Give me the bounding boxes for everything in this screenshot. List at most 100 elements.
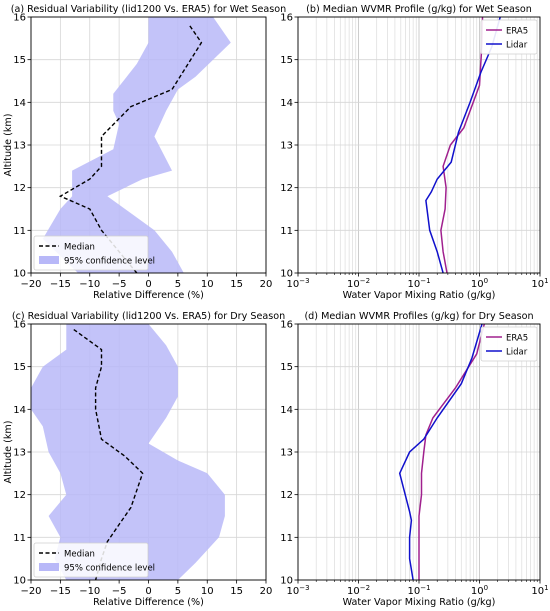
chart-title: (a) Residual Variability (lid1200 Vs. ER… <box>11 4 287 15</box>
x-tick-label: 10−2 <box>347 277 370 290</box>
x-tick-label-base: 10 <box>531 586 544 597</box>
y-tick-label: 12 <box>13 490 26 501</box>
panel-c: −20 −15 −10 −5 0 5 10 15 20 10 11 12 13 14 15 16(c) Res… <box>3 311 285 608</box>
legend-label: ERA5 <box>506 334 528 344</box>
x-tick-label: 20 <box>260 279 273 290</box>
y-tick-label: 12 <box>280 490 293 501</box>
legend: ERA5 Lidar <box>480 19 538 55</box>
x-tick-label-exponent: 1 <box>544 584 548 592</box>
y-tick-label: 14 <box>280 405 293 416</box>
x-tick-label: 10−3 <box>286 584 309 597</box>
x-tick-label-base: 10 <box>286 586 299 597</box>
legend-label: Lidar <box>506 348 528 358</box>
y-tick-label: 11 <box>280 533 293 544</box>
y-tick-label: 16 <box>280 320 293 331</box>
x-axis-label: Water Vapor Mixing Ratio (g/kg) <box>343 597 496 608</box>
legend: Median 95% confidence level <box>33 235 155 271</box>
x-tick-label: 10−1 <box>407 584 430 597</box>
chart-title: (b) Median WVMR Profile (g/kg) for Wet S… <box>306 4 532 15</box>
x-tick-label: −10 <box>79 279 100 290</box>
plot-area <box>31 324 225 580</box>
x-tick-label: 10−2 <box>347 584 370 597</box>
median-line <box>58 25 203 273</box>
legend-label: Median <box>64 550 95 560</box>
y-tick-label: 14 <box>13 98 26 109</box>
x-tick-label-exponent: −3 <box>299 277 309 285</box>
legend-box <box>33 235 149 271</box>
legend-swatch-band <box>39 256 59 264</box>
x-tick-label: 100 <box>471 584 488 597</box>
series-line-era5 <box>440 17 484 273</box>
y-tick-label: 16 <box>13 13 26 24</box>
y-tick-label: 15 <box>13 362 26 373</box>
y-tick-label: 15 <box>280 55 293 66</box>
x-tick-label: −5 <box>112 586 127 597</box>
x-tick-label: 10 <box>201 586 214 597</box>
legend-label: 95% confidence level <box>64 564 155 574</box>
y-tick-label: 15 <box>280 362 293 373</box>
x-tick-label: −20 <box>20 279 41 290</box>
x-tick-label: 15 <box>230 586 243 597</box>
y-tick-label: 13 <box>280 141 293 152</box>
x-tick-label: 10−1 <box>407 277 430 290</box>
x-tick-label-exponent: −1 <box>420 277 430 285</box>
legend-label: Median <box>64 243 95 253</box>
y-tick-label: 16 <box>280 13 293 24</box>
x-tick-label: 0 <box>145 586 151 597</box>
x-tick-label-base: 10 <box>471 586 484 597</box>
x-axis-label: Relative Difference (%) <box>93 597 204 608</box>
y-axis-label: Altitude (km) <box>3 114 14 177</box>
x-tick-label-base: 10 <box>347 586 360 597</box>
series-line-lidar <box>398 324 483 580</box>
y-tick-label: 10 <box>13 269 26 280</box>
x-tick-label-exponent: 0 <box>484 584 488 592</box>
x-tick-label-base: 10 <box>407 586 420 597</box>
x-axis-label: Relative Difference (%) <box>93 290 204 301</box>
x-tick-label: 15 <box>230 279 243 290</box>
y-tick-label: 14 <box>280 98 293 109</box>
y-tick-label: 13 <box>13 141 26 152</box>
y-tick-label: 16 <box>13 320 26 331</box>
y-tick-label: 13 <box>280 448 293 459</box>
median-line <box>71 327 144 580</box>
legend: Median 95% confidence level <box>33 542 155 578</box>
legend-label: ERA5 <box>506 27 528 37</box>
x-tick-label-exponent: −2 <box>360 277 370 285</box>
x-tick-label: 5 <box>175 586 181 597</box>
x-tick-label-exponent: 1 <box>544 277 548 285</box>
x-tick-label: 101 <box>531 584 548 597</box>
x-tick-label-base: 10 <box>531 279 544 290</box>
y-tick-label: 11 <box>13 226 26 237</box>
x-tick-label: 101 <box>531 277 548 290</box>
chart-title: (d) Median WVMR Profiles (g/kg) for Dry … <box>304 311 533 322</box>
series-line-era5 <box>418 324 486 580</box>
x-tick-label: 10−3 <box>286 277 309 290</box>
legend: ERA5 Lidar <box>480 326 538 362</box>
plot-area <box>425 17 501 273</box>
grid <box>297 16 540 274</box>
y-tick-label: 12 <box>280 183 293 194</box>
x-tick-label: 0 <box>145 279 151 290</box>
plot-area <box>42 17 231 273</box>
legend-label: Lidar <box>506 41 528 51</box>
x-tick-label-base: 10 <box>347 279 360 290</box>
y-tick-label: 12 <box>13 183 26 194</box>
y-tick-label: 10 <box>13 576 26 587</box>
x-tick-label: −5 <box>112 279 127 290</box>
y-tick-label: 10 <box>280 269 293 280</box>
y-tick-label: 15 <box>13 55 26 66</box>
legend-label: 95% confidence level <box>64 257 155 267</box>
chart-title: (c) Residual Variability (lid1200 Vs. ER… <box>12 311 285 322</box>
x-tick-label-exponent: −3 <box>299 584 309 592</box>
x-tick-label-base: 10 <box>471 279 484 290</box>
legend-box <box>33 542 149 578</box>
legend-box <box>480 19 538 55</box>
confidence-band <box>31 324 225 580</box>
x-tick-label: −10 <box>79 586 100 597</box>
legend-swatch-band <box>39 563 59 571</box>
x-tick-label: −20 <box>20 586 41 597</box>
x-tick-label: 5 <box>175 279 181 290</box>
